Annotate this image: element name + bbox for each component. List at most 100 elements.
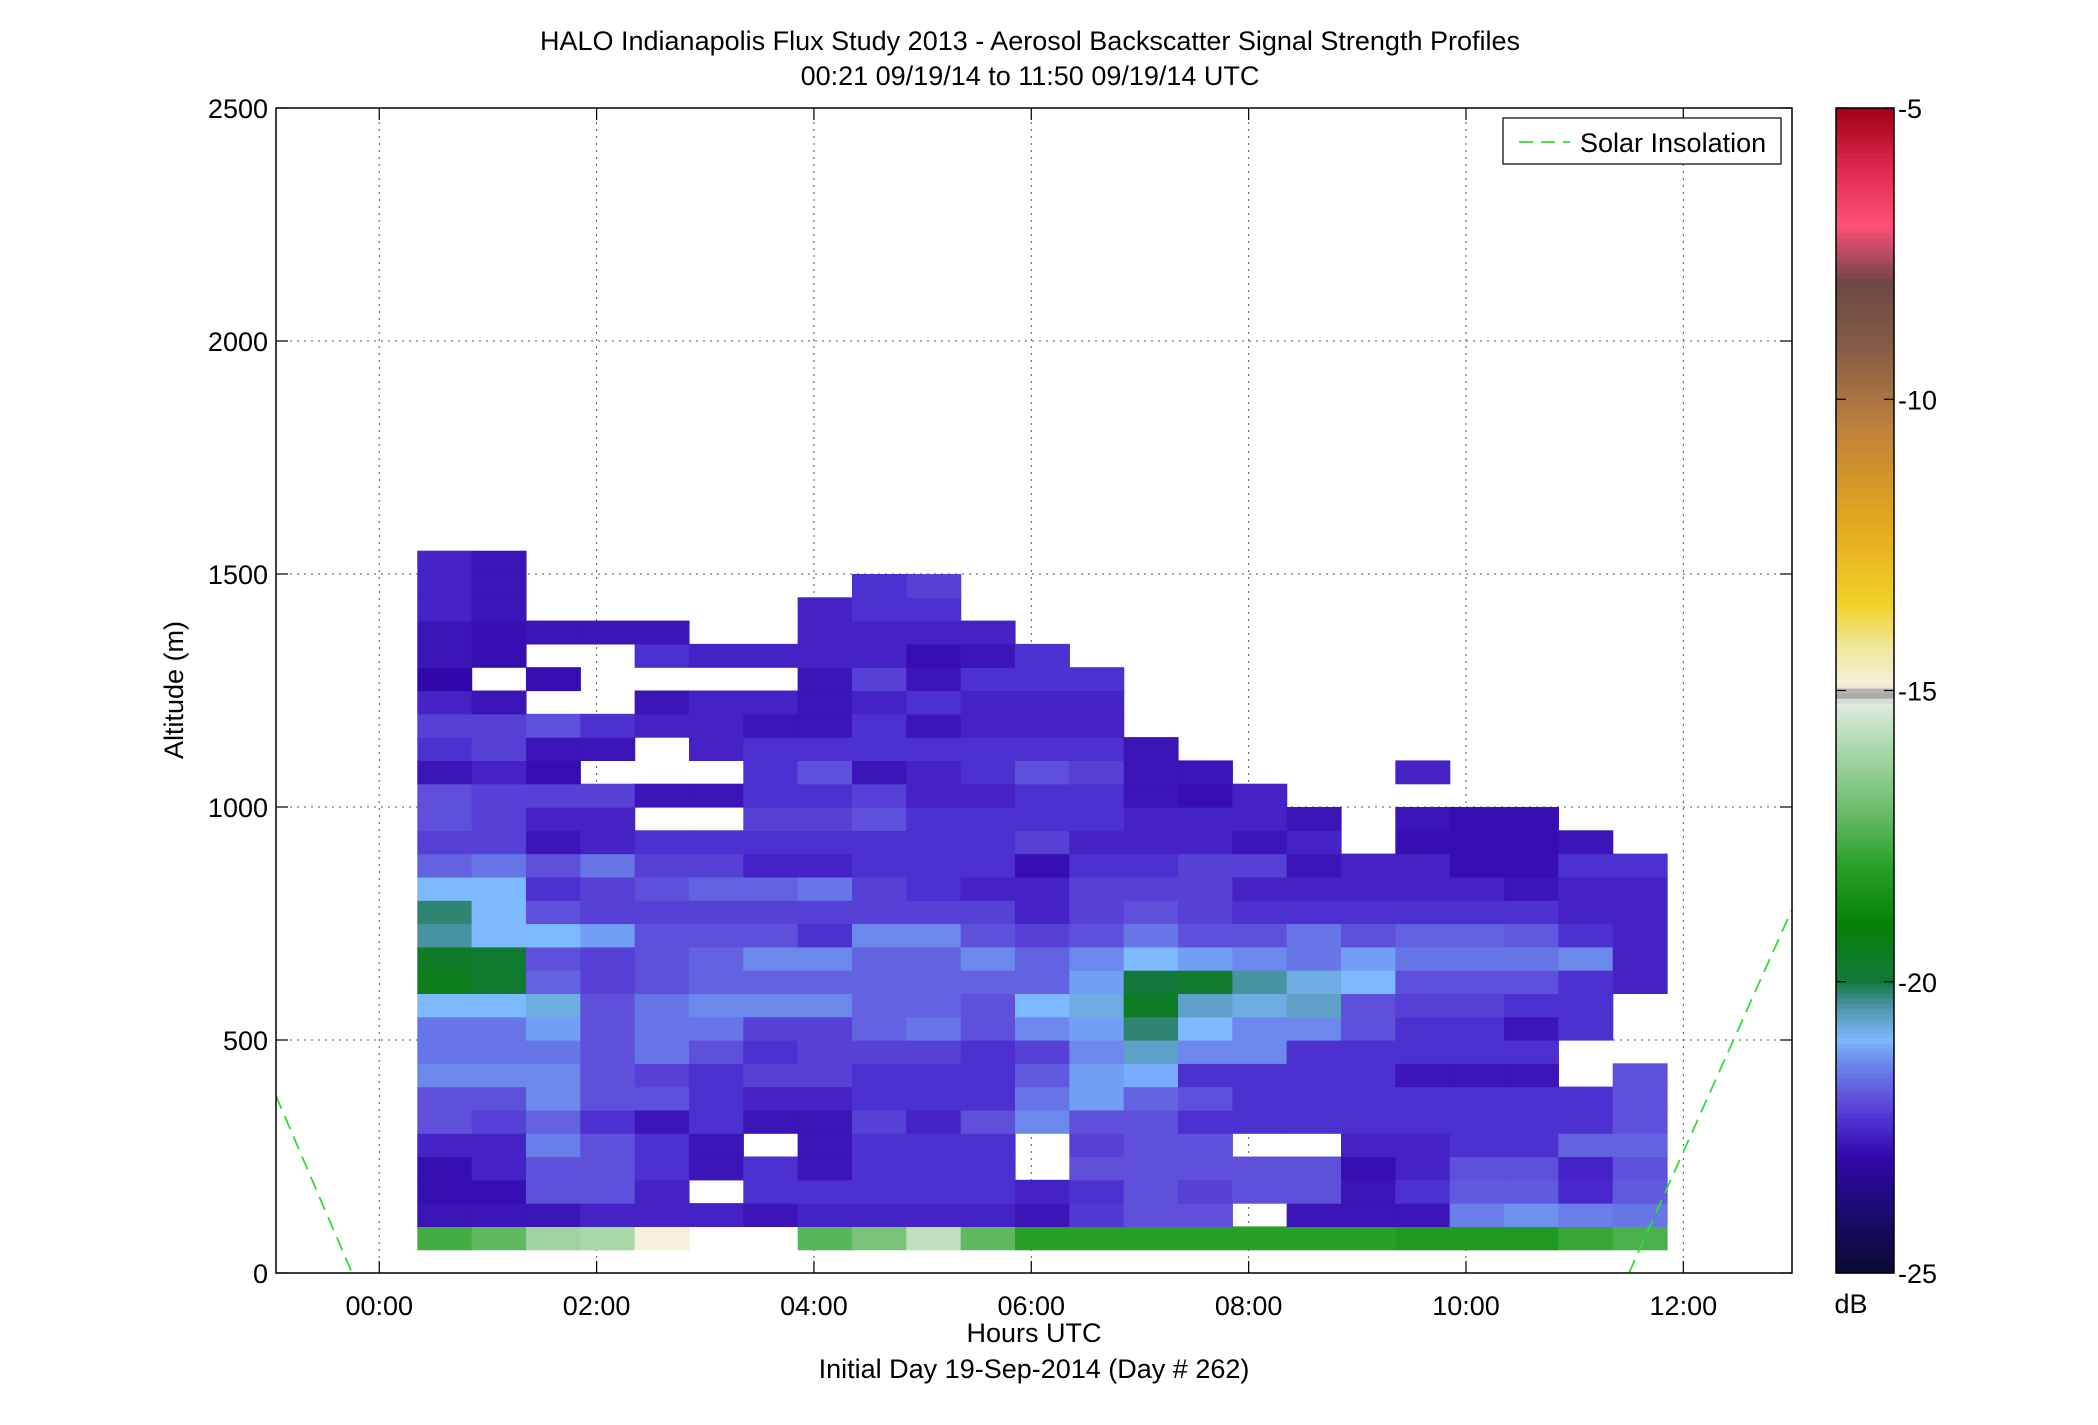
heatmap-cell [688, 923, 744, 948]
colorbar-swatch [1836, 298, 1894, 304]
heatmap-cell [1558, 993, 1614, 1018]
heatmap-cell [1395, 830, 1451, 855]
colorbar-swatch [1836, 518, 1894, 524]
heatmap-cell [1558, 1203, 1614, 1227]
heatmap-cell [1177, 946, 1233, 971]
heatmap-cell [1014, 876, 1070, 901]
colorbar-swatch [1836, 173, 1894, 179]
heatmap-cell [906, 690, 962, 715]
heatmap-cell [634, 853, 690, 878]
colorbar-swatch [1836, 1128, 1894, 1134]
heatmap-cell [1014, 737, 1070, 761]
colorbar-swatch [1836, 403, 1894, 409]
heatmap-cell [471, 1109, 527, 1134]
heatmap-cell [960, 643, 1016, 668]
heatmap-cell [1069, 1203, 1125, 1227]
colorbar-swatch [1836, 458, 1894, 464]
heatmap-cell [1612, 1156, 1668, 1181]
colorbar-swatch [1836, 1203, 1894, 1209]
heatmap-cell [1449, 1226, 1505, 1251]
colorbar-swatch [1836, 1088, 1894, 1094]
heatmap-cell [1014, 1179, 1070, 1204]
colorbar-swatch [1836, 988, 1894, 994]
heatmap-cell [634, 1016, 690, 1041]
heatmap-cell [1612, 970, 1668, 994]
heatmap-cell [960, 713, 1016, 738]
heatmap-cell [580, 1063, 636, 1088]
colorbar-tick-label: -15 [1898, 677, 1937, 707]
heatmap-cell [743, 830, 799, 855]
heatmap-cell [1395, 970, 1451, 994]
heatmap-cell [1232, 1156, 1288, 1181]
heatmap-cell [1286, 1179, 1342, 1204]
colorbar-swatch [1836, 653, 1894, 659]
heatmap-cell [960, 620, 1016, 645]
colorbar-swatch [1836, 608, 1894, 614]
colorbar-swatch [1836, 643, 1894, 649]
colorbar-swatch [1836, 658, 1894, 664]
heatmap-cell [960, 690, 1016, 715]
colorbar-swatch [1836, 168, 1894, 174]
colorbar-swatch [1836, 1098, 1894, 1104]
heatmap-cell [1558, 1156, 1614, 1181]
heatmap-cell [634, 1040, 690, 1064]
heatmap-cell [1014, 1016, 1070, 1041]
heatmap-cell [960, 1133, 1016, 1158]
heatmap-cell [1177, 876, 1233, 901]
heatmap-cell [471, 737, 527, 761]
heatmap-cell [417, 1203, 473, 1227]
heatmap-cell [906, 1086, 962, 1111]
colorbar-swatch [1836, 263, 1894, 269]
heatmap-cell [1612, 1063, 1668, 1088]
heatmap-cell [417, 643, 473, 668]
heatmap-cell [471, 643, 527, 668]
heatmap-cell [851, 1179, 907, 1204]
heatmap-cell [743, 690, 799, 715]
heatmap-cell [797, 597, 853, 622]
colorbar-swatch [1836, 528, 1894, 534]
colorbar-swatch [1836, 253, 1894, 259]
heatmap-cell [1612, 1086, 1668, 1111]
colorbar-swatch [1836, 1003, 1894, 1009]
heatmap-cell [525, 1156, 581, 1181]
colorbar-tick-label: -20 [1898, 968, 1937, 998]
colorbar-swatch [1836, 633, 1894, 639]
heatmap-cell [906, 597, 962, 622]
colorbar-swatch [1836, 318, 1894, 324]
heatmap-cell [851, 690, 907, 715]
colorbar-swatch [1836, 503, 1894, 509]
colorbar-swatch [1836, 1153, 1894, 1159]
heatmap-cell [471, 1016, 527, 1041]
heatmap-cell [634, 643, 690, 668]
heatmap-cell [743, 1179, 799, 1204]
heatmap-cell [851, 923, 907, 948]
heatmap-cell [1232, 923, 1288, 948]
heatmap-cell [1069, 923, 1125, 948]
heatmap-cell [688, 853, 744, 878]
heatmap-cell [634, 1063, 690, 1088]
heatmap-cell [417, 923, 473, 948]
colorbar-swatch [1836, 203, 1894, 209]
colorbar-swatch [1836, 688, 1894, 694]
heatmap-cell [1286, 1016, 1342, 1041]
heatmap-cell [1286, 1063, 1342, 1088]
colorbar-swatch [1836, 408, 1894, 414]
heatmap-cell [1449, 1109, 1505, 1134]
heatmap-cell [471, 1179, 527, 1204]
heatmap-cell [1123, 1016, 1179, 1041]
heatmap-cell [417, 1109, 473, 1134]
heatmap-cell [1341, 1133, 1396, 1158]
colorbar-swatch [1836, 1173, 1894, 1179]
heatmap-cell [580, 900, 636, 925]
heatmap-cell [1069, 783, 1125, 808]
heatmap-cell [1504, 1040, 1559, 1064]
heatmap-cell [1177, 830, 1233, 855]
heatmap-cell [1123, 853, 1179, 878]
colorbar-swatch [1836, 483, 1894, 489]
colorbar-swatch [1836, 238, 1894, 244]
heatmap-cell [417, 550, 473, 575]
heatmap-cell [1014, 1086, 1070, 1111]
heatmap-cell [743, 783, 799, 808]
colorbar-swatch [1836, 313, 1894, 319]
